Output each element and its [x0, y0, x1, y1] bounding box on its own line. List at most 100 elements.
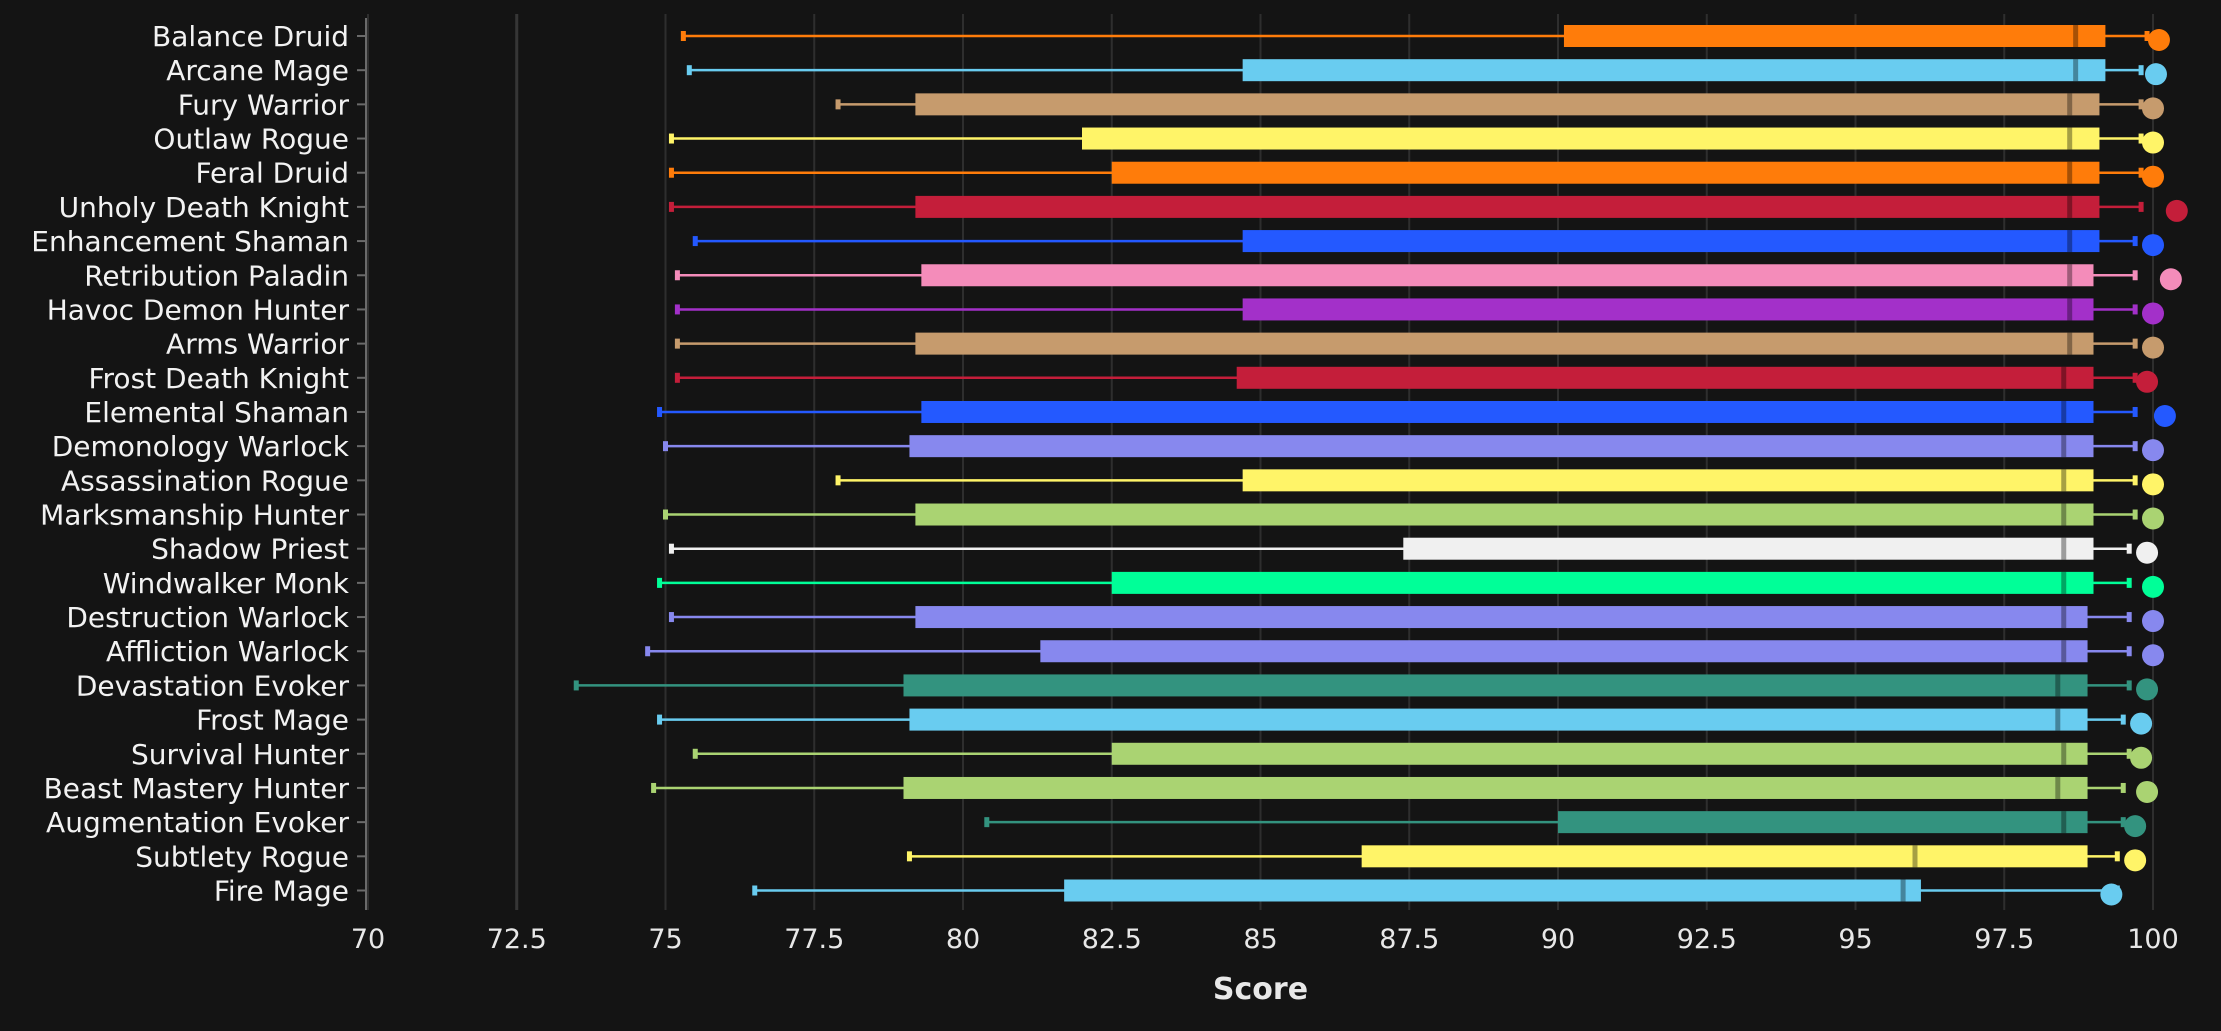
whisker-cap-min [692, 748, 698, 759]
x-tick-label: 75 [648, 924, 682, 955]
x-tick-label: 72.5 [487, 924, 547, 955]
y-tick-label: Demonology Warlock [52, 430, 350, 463]
whisker-cap-max [2132, 475, 2138, 486]
whisker-cap-min [835, 475, 841, 486]
top-point [2142, 644, 2164, 667]
top-point [2136, 678, 2159, 701]
whisker-cap-min [674, 304, 680, 315]
whisker-cap-max [2132, 509, 2138, 520]
top-point [2100, 883, 2123, 906]
x-tick-label: 85 [1243, 924, 1277, 955]
whisker-cap-min [674, 338, 680, 349]
whisker-cap-max [2120, 782, 2126, 793]
whisker-cap-max [2138, 65, 2144, 76]
y-tick-label: Shadow Priest [151, 533, 349, 566]
top-point [2142, 234, 2164, 257]
y-tick-label: Frost Mage [196, 704, 349, 737]
whisker-cap-max [2126, 748, 2132, 759]
top-point [2142, 507, 2164, 530]
y-tick-label: Elemental Shaman [84, 396, 349, 429]
box [915, 606, 2088, 629]
whisker-cap-min [668, 543, 674, 554]
y-tick-label: Subtlety Rogue [135, 840, 349, 873]
whisker-cap-min [692, 236, 698, 247]
top-point [2165, 199, 2188, 222]
box [915, 93, 2100, 116]
whisker-cap-min [752, 885, 758, 896]
y-tick-label: Marksmanship Hunter [40, 499, 349, 532]
whisker-cap-max [2138, 201, 2144, 212]
whisker-cap-min [835, 99, 841, 110]
y-tick-label: Fury Warrior [178, 88, 350, 121]
box [1242, 230, 2100, 253]
whisker-cap-max [2138, 167, 2144, 178]
box [903, 674, 2088, 697]
box [1111, 161, 2100, 184]
whisker-cap-min [573, 680, 579, 691]
top-point [2142, 575, 2164, 598]
x-tick-label: 97.5 [1974, 924, 2034, 955]
box [915, 195, 2100, 218]
whisker-cap-min [680, 31, 686, 41]
whisker-cap-min [657, 714, 663, 725]
y-tick-label: Havoc Demon Hunter [47, 293, 350, 326]
whisker-cap-min [668, 167, 674, 178]
whisker-cap-min [657, 577, 663, 588]
top-point [2142, 131, 2164, 154]
top-point [2124, 849, 2147, 872]
top-point [2153, 404, 2176, 427]
box [1236, 366, 2094, 389]
whisker-cap-min [674, 372, 680, 383]
y-tick-label: Augmentation Evoker [46, 806, 349, 839]
y-tick-label: Windwalker Monk [103, 567, 350, 600]
top-point [2142, 336, 2164, 359]
y-tick-label: Retribution Paladin [84, 259, 349, 292]
box [903, 776, 2088, 799]
whisker-cap-max [2120, 817, 2126, 828]
y-tick-label: Destruction Warlock [66, 601, 349, 634]
whisker-cap-max [2144, 31, 2150, 41]
x-tick-label: 90 [1541, 924, 1575, 955]
top-point [2159, 268, 2182, 291]
top-point [2136, 370, 2159, 393]
top-point [2124, 815, 2147, 838]
whisker-cap-max [2126, 577, 2132, 588]
box [909, 435, 2094, 458]
top-point [2147, 29, 2170, 51]
whisker-cap-max [2126, 612, 2132, 623]
top-point [2136, 541, 2159, 564]
top-point [2142, 97, 2164, 120]
box [1242, 298, 2094, 321]
y-tick-label: Enhancement Shaman [31, 225, 349, 258]
y-tick-label: Feral Druid [195, 157, 349, 190]
box [1064, 879, 1921, 902]
whisker-cap-max [2126, 646, 2132, 657]
whisker-cap-max [2138, 99, 2144, 110]
y-tick-label: Unholy Death Knight [59, 191, 349, 224]
top-point [2142, 439, 2164, 462]
x-tick-label: 87.5 [1379, 924, 1439, 955]
box [921, 264, 2094, 287]
whisker-cap-min [651, 782, 657, 793]
x-tick-label: 82.5 [1082, 924, 1142, 955]
top-point [2136, 780, 2159, 803]
top-point [2144, 63, 2167, 86]
top-point [2142, 165, 2164, 188]
y-tick-label: Balance Druid [152, 20, 349, 53]
box [1242, 469, 2094, 492]
x-axis-title: Score [1213, 972, 1308, 1007]
box [1563, 25, 2106, 47]
y-tick-label: Survival Hunter [131, 738, 350, 771]
x-tick-label: 70 [351, 924, 385, 955]
whisker-cap-min [668, 133, 674, 144]
box [909, 708, 2088, 731]
y-tick-label: Assassination Rogue [61, 464, 349, 497]
y-tick-label: Outlaw Rogue [153, 123, 349, 156]
whisker-cap-min [906, 851, 912, 862]
box [1403, 537, 2094, 560]
y-tick-label: Beast Mastery Hunter [44, 772, 350, 805]
box [915, 503, 2094, 526]
whisker-cap-min [686, 65, 692, 76]
